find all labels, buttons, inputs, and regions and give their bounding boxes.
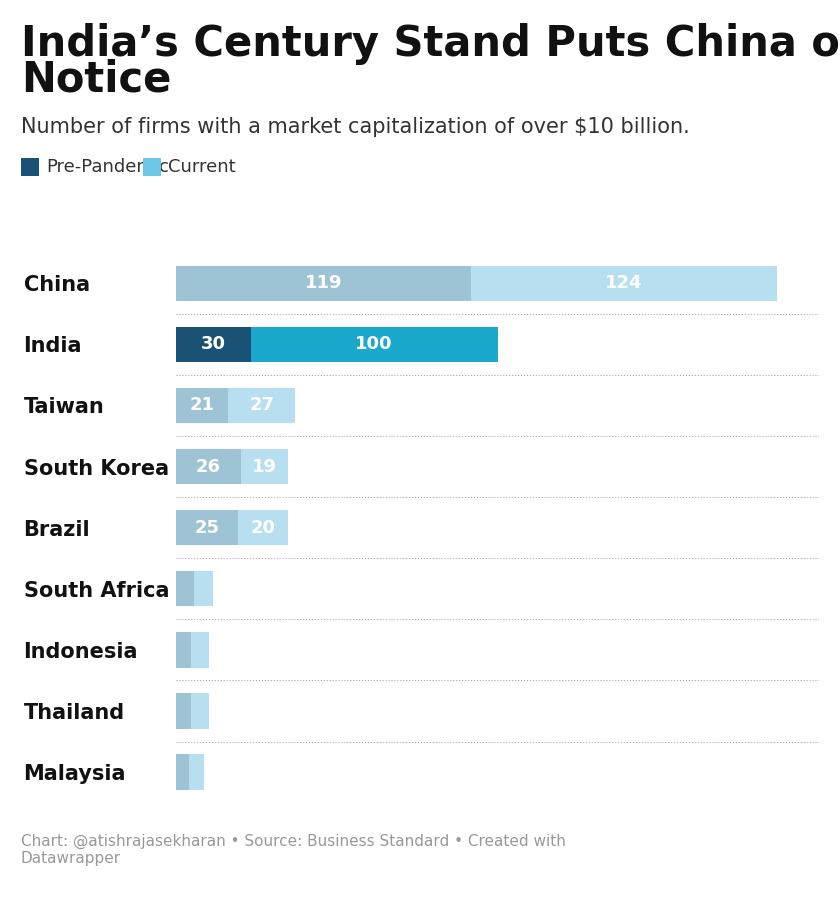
Text: 119: 119 <box>305 274 342 292</box>
Text: 100: 100 <box>355 336 393 354</box>
Bar <box>189 754 203 790</box>
Bar <box>176 327 250 362</box>
Text: 124: 124 <box>605 274 643 292</box>
Text: 25: 25 <box>195 519 220 537</box>
Bar <box>470 265 777 301</box>
Bar <box>176 694 192 729</box>
Bar <box>192 694 208 729</box>
Text: India’s Century Stand Puts China on: India’s Century Stand Puts China on <box>21 23 840 65</box>
Text: Notice: Notice <box>21 59 171 101</box>
Bar <box>228 388 295 423</box>
Bar <box>176 754 189 790</box>
Bar <box>194 571 213 606</box>
Text: Number of firms with a market capitalization of over $10 billion.: Number of firms with a market capitaliza… <box>21 117 690 137</box>
Bar <box>239 510 287 546</box>
Bar <box>250 327 498 362</box>
Text: 26: 26 <box>196 457 221 475</box>
Bar <box>176 510 239 546</box>
Bar <box>176 388 228 423</box>
Text: Chart: @atishrajasekharan • Source: Business Standard • Created with
Datawrapper: Chart: @atishrajasekharan • Source: Busi… <box>21 833 566 866</box>
Bar <box>192 632 208 667</box>
Text: Pre-Pandemic: Pre-Pandemic <box>46 158 169 176</box>
Bar <box>241 449 287 484</box>
Bar <box>176 265 470 301</box>
Text: 30: 30 <box>201 336 226 354</box>
Bar <box>176 571 194 606</box>
Bar <box>176 632 192 667</box>
Text: 19: 19 <box>252 457 276 475</box>
Text: 20: 20 <box>250 519 276 537</box>
Text: 27: 27 <box>249 397 274 414</box>
Bar <box>176 449 241 484</box>
Text: 21: 21 <box>190 397 215 414</box>
Text: Current: Current <box>168 158 236 176</box>
